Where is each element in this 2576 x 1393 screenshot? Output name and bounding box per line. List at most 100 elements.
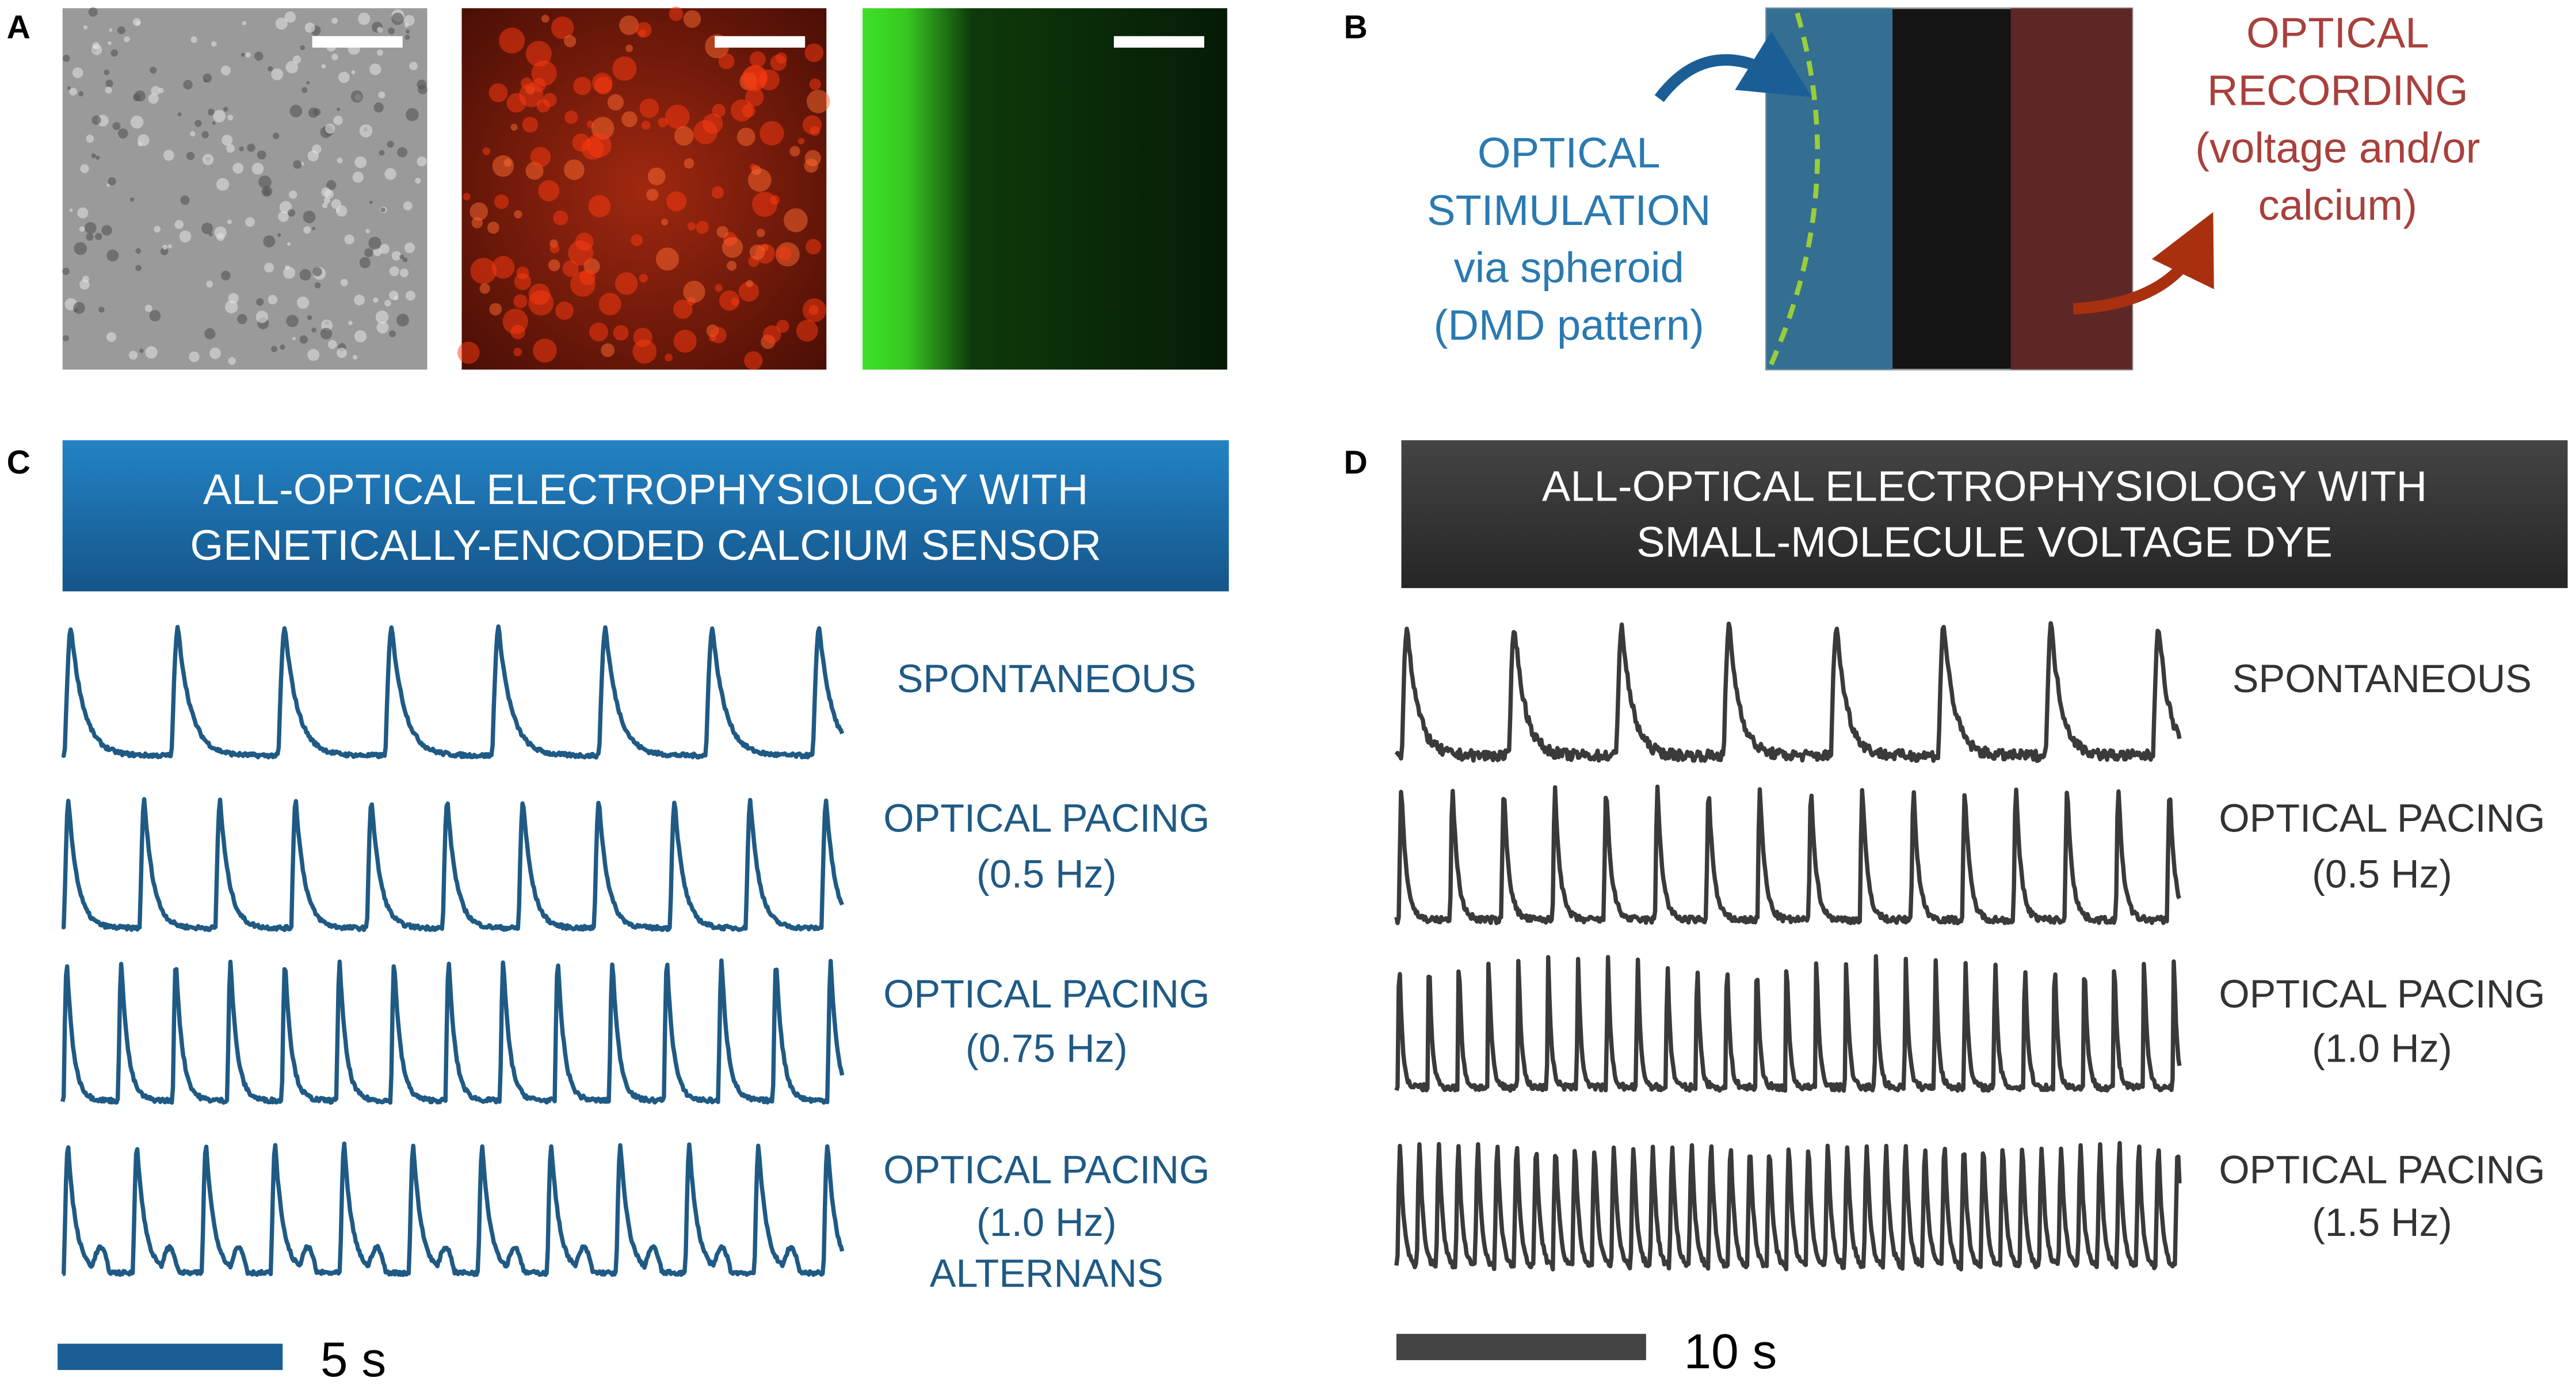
- cell: [589, 322, 608, 342]
- cell: [696, 220, 709, 234]
- trace-labels: SPONTANEOUS OPTICAL PACING (0.5 Hz) OPTICAL…: [2219, 657, 2545, 1245]
- cell: [212, 121, 216, 125]
- cell: [551, 16, 574, 39]
- cell: [665, 353, 673, 362]
- cell: [404, 35, 410, 40]
- trace-label: (1.5 Hz): [2312, 1200, 2452, 1245]
- cell: [245, 217, 255, 227]
- cell: [177, 112, 182, 117]
- cell: [255, 311, 269, 323]
- cell: [139, 349, 144, 353]
- cell: [494, 194, 509, 209]
- recording-region: [2010, 8, 2132, 370]
- cell: [304, 22, 315, 33]
- text-line: ALL-OPTICAL ELECTROPHYSIOLOGY WITH: [1542, 462, 2427, 510]
- cell: [270, 345, 277, 352]
- cell: [285, 265, 290, 270]
- cell: [202, 154, 214, 166]
- cell: [278, 211, 289, 222]
- cell: [108, 41, 112, 45]
- cell: [399, 268, 409, 277]
- cell: [286, 315, 299, 327]
- cell: [88, 7, 98, 17]
- trace: [61, 1141, 845, 1277]
- panel-label: D: [1344, 444, 1368, 481]
- trace-label: OPTICAL PACING: [883, 1148, 1209, 1192]
- cell: [62, 268, 70, 275]
- cell: [98, 306, 105, 313]
- cell: [666, 191, 687, 212]
- traces: [60, 624, 845, 1277]
- cell: [258, 175, 272, 189]
- cell: [211, 41, 217, 47]
- time-scale-bar: [58, 1344, 283, 1371]
- cell: [82, 276, 89, 283]
- cell: [83, 25, 88, 30]
- trace: [60, 958, 845, 1105]
- cell: [513, 294, 528, 308]
- green-fluorescence-image: [863, 8, 1227, 370]
- text-line: OPTICAL: [2246, 9, 2429, 56]
- cell: [598, 293, 621, 316]
- cell: [470, 202, 489, 221]
- cell: [186, 151, 195, 161]
- cell: [487, 222, 499, 234]
- cell: [409, 62, 418, 70]
- cell: [348, 320, 353, 325]
- trace-label: (0.75 Hz): [965, 1026, 1128, 1070]
- cell: [264, 262, 274, 273]
- cell: [632, 339, 657, 364]
- cell: [730, 99, 753, 122]
- cell: [280, 344, 285, 350]
- cell: [303, 211, 316, 224]
- cell: [784, 208, 808, 232]
- recording-arrow: [2073, 212, 2214, 315]
- cell: [307, 315, 312, 320]
- cell: [80, 164, 89, 173]
- cell: [300, 45, 306, 51]
- cell: [647, 167, 666, 185]
- cell: [337, 157, 343, 163]
- cell: [655, 247, 679, 271]
- cell: [206, 280, 213, 288]
- trace-label: OPTICAL PACING: [883, 796, 1209, 841]
- cell: [380, 207, 386, 212]
- cell: [128, 350, 138, 360]
- cell: [463, 193, 471, 201]
- cell: [227, 219, 232, 224]
- cell: [95, 232, 102, 241]
- cell: [201, 222, 213, 234]
- cell: [63, 335, 69, 342]
- cell: [354, 330, 367, 343]
- cell: [104, 69, 110, 75]
- cell: [256, 298, 264, 306]
- cell: [331, 54, 338, 60]
- cell: [749, 244, 765, 260]
- cell: [359, 124, 373, 138]
- cell: [207, 108, 215, 116]
- cell: [365, 229, 370, 234]
- cell: [358, 12, 371, 25]
- cell: [204, 328, 216, 339]
- cell: [575, 232, 594, 251]
- cell: [322, 203, 328, 209]
- cell: [555, 302, 574, 320]
- cell: [287, 242, 291, 246]
- cell: [312, 267, 322, 277]
- cell: [351, 70, 356, 74]
- trace: [1394, 621, 2182, 764]
- cell: [289, 105, 303, 118]
- cell: [727, 261, 737, 271]
- cell: [180, 195, 190, 205]
- cell: [133, 93, 141, 101]
- cell: [327, 339, 337, 349]
- cell: [311, 327, 316, 333]
- cell: [549, 243, 560, 254]
- cell-texture: [62, 7, 428, 365]
- cell: [214, 226, 227, 239]
- trace-label: SPONTANEOUS: [897, 657, 1196, 701]
- cell: [151, 86, 161, 96]
- cell: [106, 332, 117, 342]
- cell: [130, 197, 135, 202]
